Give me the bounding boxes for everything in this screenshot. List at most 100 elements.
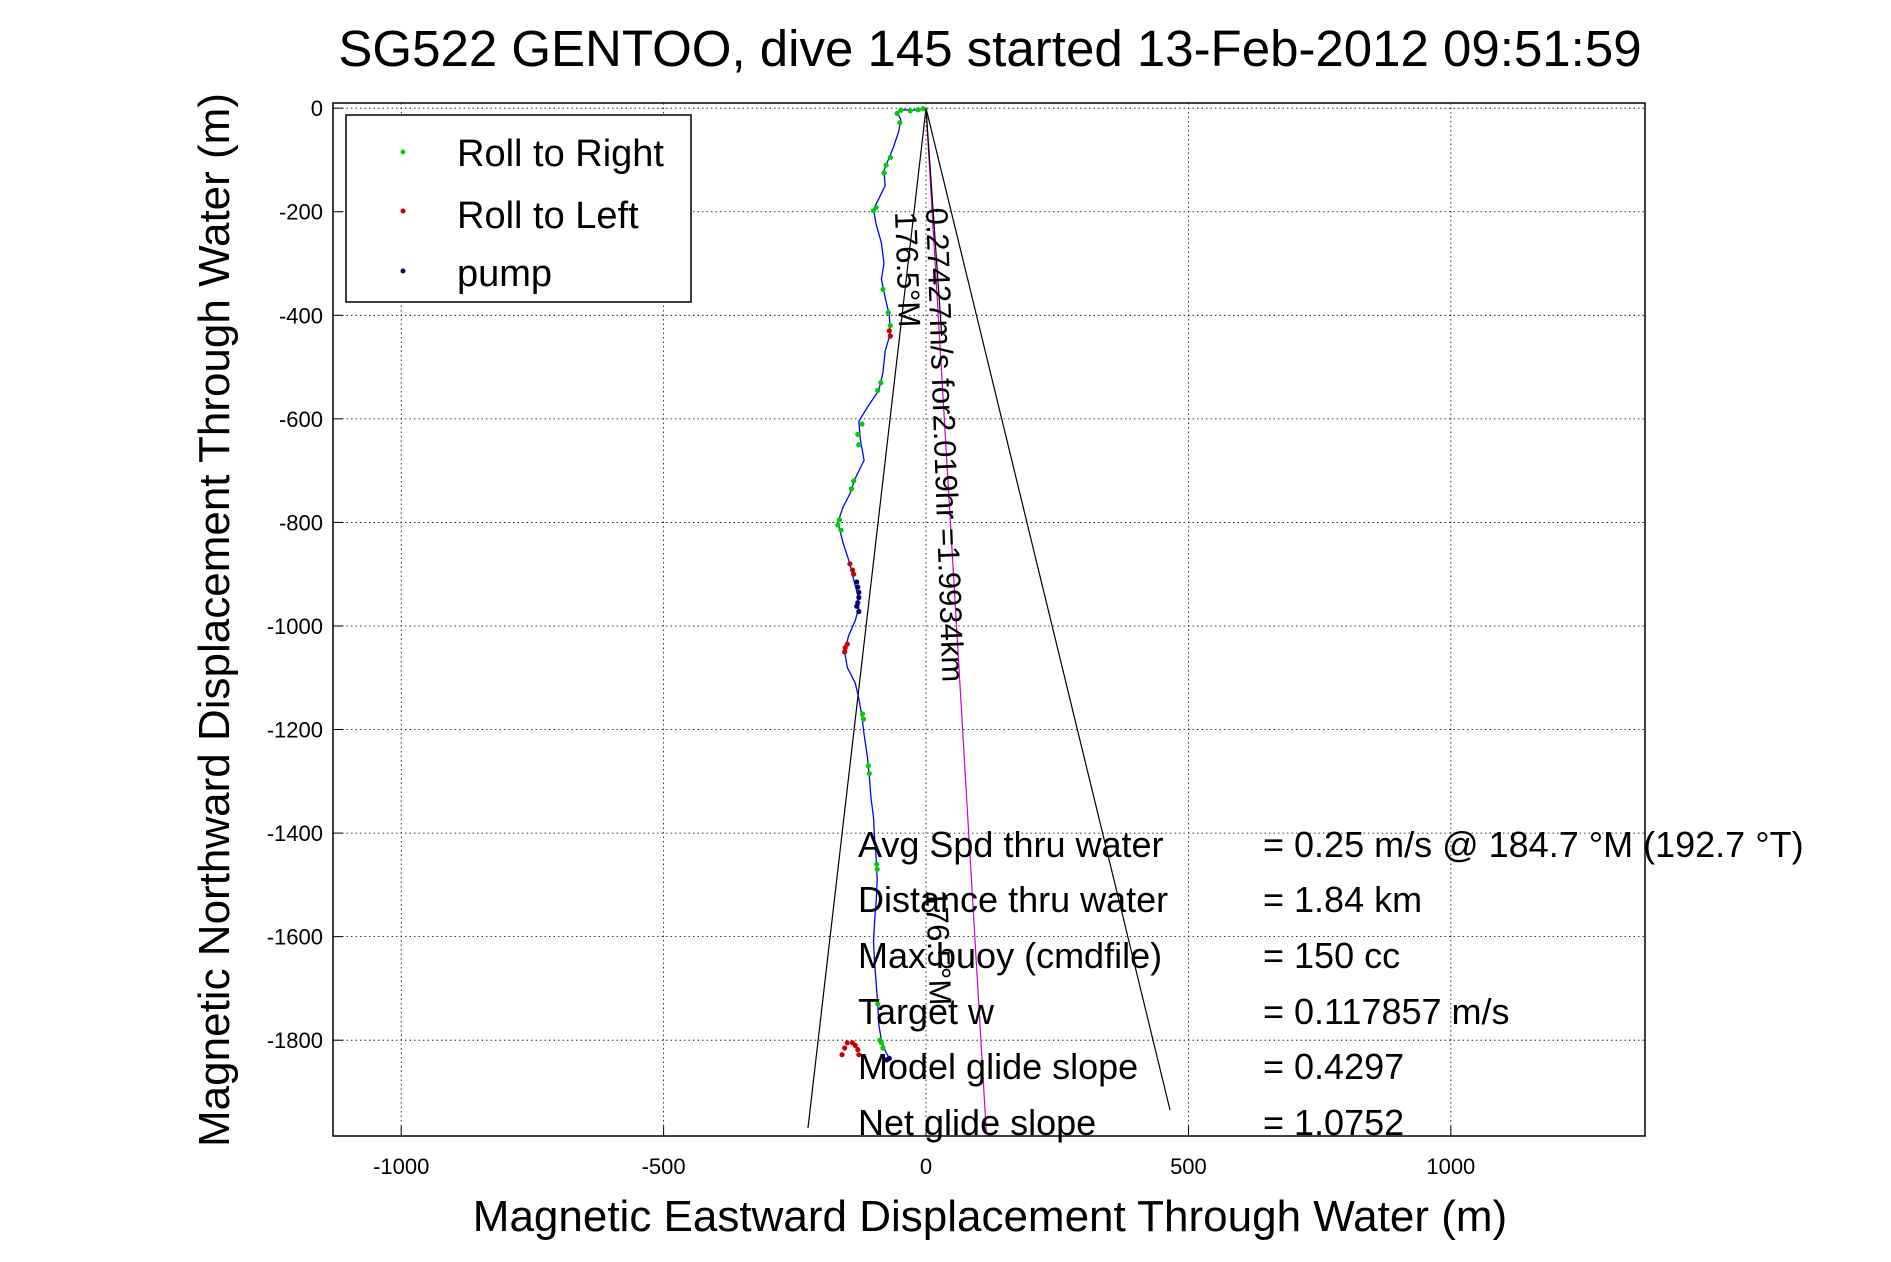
- legend-label-pump: pump: [457, 253, 552, 295]
- y-axis-label: Magnetic Northward Displacement Through …: [190, 93, 239, 1147]
- pump-point: [856, 608, 862, 615]
- roll-left-point: [852, 1042, 858, 1048]
- y-tick-label: -1200: [267, 718, 323, 743]
- roll-right-point: [848, 486, 855, 492]
- stat-label-model-glide: Model glide slope: [858, 1046, 1138, 1087]
- stat-label-avg-speed: Avg Spd thru water: [858, 824, 1164, 865]
- pump-point: [854, 603, 860, 609]
- roll-right-point: [856, 442, 862, 448]
- heading-annotation-bottom: 176.5°M: [919, 889, 958, 1006]
- x-tick-label: -1000: [373, 1154, 429, 1179]
- plot-frame: [332, 102, 1646, 1137]
- chart-title: SG522 GENTOO, dive 145 started 13-Feb-20…: [338, 20, 1641, 77]
- pump-point: [854, 579, 860, 585]
- model-heading-line: [925, 108, 943, 337]
- roll-right-point: [885, 310, 891, 316]
- y-tick-label: -400: [279, 303, 323, 328]
- roll-left-point: [849, 567, 856, 573]
- roll-right-point: [881, 170, 887, 176]
- cone-right-line: [925, 108, 1171, 1111]
- stat-value-target-w: = 0.117857 m/s: [1263, 991, 1510, 1032]
- pump-point: [856, 594, 862, 601]
- pump-point: [856, 589, 862, 595]
- roll-right-point: [894, 110, 900, 116]
- legend-marker-pump: [400, 268, 406, 274]
- y-tick-label: -1000: [267, 614, 323, 639]
- stat-value-avg-speed: = 0.25 m/s @ 184.7 °M (192.7 °T): [1263, 824, 1804, 865]
- roll-right-point: [907, 108, 913, 114]
- roll-left-point: [851, 571, 857, 577]
- x-tick-label: 500: [1170, 1154, 1207, 1179]
- roll-left-point: [886, 328, 892, 334]
- stat-value-net-glide: = 1.0752: [1263, 1102, 1404, 1143]
- y-tick-label: -200: [279, 200, 323, 225]
- legend-label-roll-left: Roll to Left: [457, 195, 639, 237]
- legend: Roll to Right Roll to Left pump: [345, 114, 692, 303]
- roll-left-point: [847, 561, 853, 567]
- roll-left-point: [856, 1052, 862, 1058]
- legend-label-roll-right: Roll to Right: [457, 133, 664, 175]
- roll-right-point: [880, 1045, 886, 1051]
- marker-group: [835, 106, 927, 1063]
- dive-track-line: [837, 107, 927, 1059]
- roll-left-point: [887, 333, 893, 339]
- y-tick-label: -800: [279, 510, 323, 535]
- track-group: [837, 107, 927, 1059]
- roll-right-point: [897, 120, 903, 126]
- roll-right-point: [835, 522, 841, 528]
- roll-right-point: [915, 107, 921, 113]
- roll-right-point: [836, 517, 843, 523]
- y-tick-labels: 0 -200 -400 -600 -800 -1000 -1200 -1400 -1600 -18…: [267, 96, 323, 1053]
- heading-annotation-top: 176.5°M: [888, 211, 927, 328]
- roll-left-point: [842, 649, 848, 655]
- roll-right-point: [874, 861, 880, 867]
- roll-right-point: [860, 716, 867, 722]
- roll-right-point: [887, 154, 893, 160]
- roll-left-point: [839, 1052, 845, 1058]
- roll-right-point: [878, 380, 884, 386]
- avg-heading-line: [925, 108, 987, 1134]
- roll-right-point: [859, 711, 866, 717]
- stat-value-model-glide: = 0.4297: [1263, 1046, 1404, 1087]
- stats-block: Avg Spd thru water = 0.25 m/s @ 184.7 °M…: [858, 824, 1804, 1143]
- roll-right-point: [838, 527, 844, 533]
- roll-right-point: [883, 162, 889, 168]
- roll-right-point: [865, 763, 871, 769]
- stat-label-distance: Distance thru water: [858, 879, 1168, 920]
- roll-right-point: [875, 387, 881, 393]
- legend-marker-roll-right: [400, 149, 406, 155]
- roll-right-point: [851, 478, 857, 484]
- y-tick-label: 0: [311, 96, 323, 121]
- stat-value-distance: = 1.84 km: [1263, 879, 1422, 920]
- x-tick-label: -500: [642, 1154, 686, 1179]
- y-tick-label: -600: [279, 407, 323, 432]
- roll-right-point: [870, 208, 877, 214]
- roll-right-point: [866, 770, 872, 777]
- x-tick-label: 0: [920, 1154, 932, 1179]
- stat-value-max-buoy: = 150 cc: [1263, 935, 1400, 976]
- roll-right-point: [855, 431, 861, 437]
- roll-right-point: [887, 323, 893, 329]
- x-axis-label: Magnetic Eastward Displacement Through W…: [473, 1192, 1507, 1241]
- roll-right-point: [874, 866, 880, 872]
- roll-left-point: [855, 1046, 861, 1053]
- stat-label-net-glide: Net glide slope: [858, 1102, 1096, 1143]
- stat-label-max-buoy: Max buoy (cmdfile): [858, 935, 1162, 976]
- stat-label-target-w: Target w: [858, 991, 995, 1032]
- roll-right-point: [875, 1001, 881, 1007]
- roll-left-point: [842, 1045, 848, 1051]
- pump-point: [884, 1057, 890, 1063]
- x-tick-label: 1000: [1426, 1154, 1475, 1179]
- x-tick-labels: -1000 -500 0 500 1000: [373, 1154, 1475, 1179]
- pump-point: [855, 584, 861, 590]
- roll-right-point: [880, 286, 886, 293]
- legend-marker-roll-left: [400, 208, 406, 214]
- cone-left-line: [807, 108, 927, 1129]
- y-tick-label: -1600: [267, 925, 323, 950]
- roll-right-point: [898, 107, 904, 113]
- roll-right-point: [859, 421, 865, 427]
- y-tick-label: -1800: [267, 1028, 323, 1053]
- roll-left-point: [844, 1040, 850, 1046]
- cone-lines: [807, 108, 1171, 1134]
